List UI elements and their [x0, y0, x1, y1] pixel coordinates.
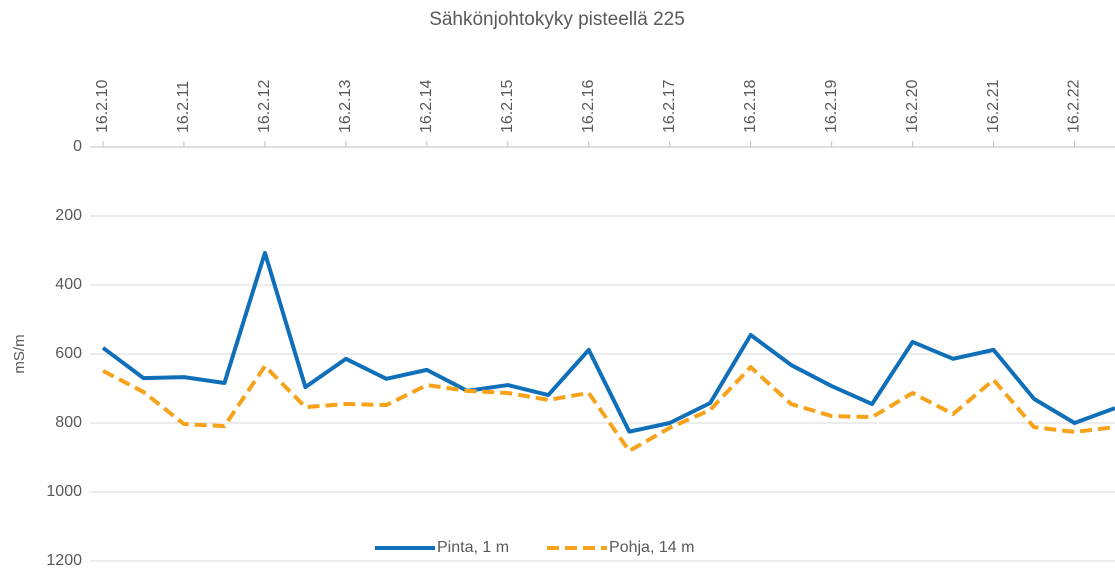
legend-label: Pohja, 14 m: [609, 539, 694, 556]
x-tick-label: 16.2.22: [1066, 80, 1083, 133]
y-tick-label: 600: [55, 345, 82, 362]
series-line: [101, 250, 1115, 434]
y-tick-label: 1000: [46, 483, 82, 500]
series-line: [102, 364, 1115, 453]
y-tick-label: 800: [55, 414, 82, 431]
x-tick-label: 16.2.15: [499, 80, 516, 133]
y-tick-label: 1200: [46, 552, 82, 569]
x-tick-label: 16.2.16: [580, 80, 597, 133]
x-tick-label: 16.2.19: [823, 80, 840, 133]
legend-label: Pinta, 1 m: [437, 539, 509, 556]
x-tick-label: 16.2.20: [904, 80, 921, 133]
chart-title: Sähkönjohtokyky pisteellä 225: [429, 9, 685, 30]
x-tick-label: 16.2.17: [661, 80, 678, 133]
x-tick-label: 16.2.12: [256, 80, 273, 133]
x-tick-label: 16.2.13: [337, 80, 354, 133]
y-tick-label: 200: [55, 207, 82, 224]
y-tick-label: 400: [55, 276, 82, 293]
x-tick-label: 16.2.11: [175, 81, 192, 133]
y-axis-label: mS/m: [11, 334, 28, 373]
x-tick-label: 16.2.14: [418, 80, 435, 133]
y-tick-label: 0: [73, 138, 82, 155]
x-tick-label: 16.2.18: [742, 80, 759, 133]
x-tick-label: 16.2.21: [985, 80, 1002, 133]
x-tick-label: 16.2.10: [94, 80, 111, 133]
